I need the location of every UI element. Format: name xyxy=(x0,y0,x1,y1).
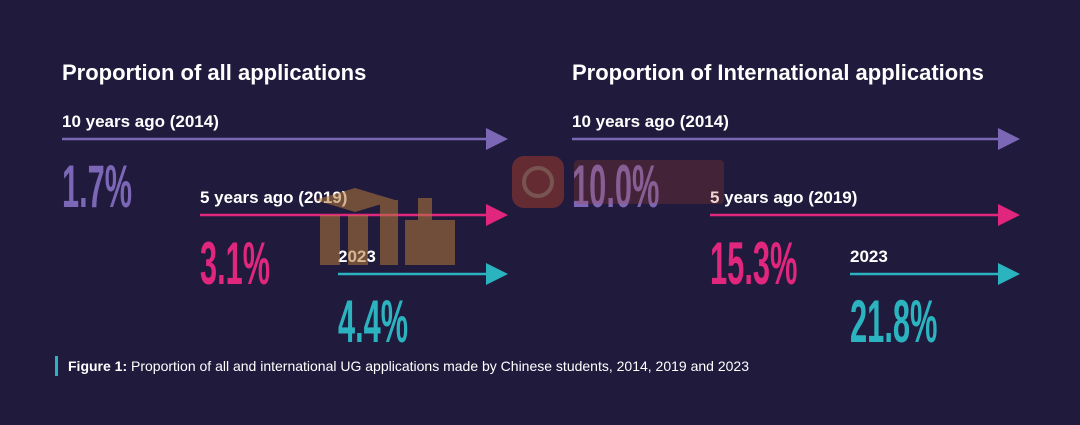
figure-caption: Figure 1: Proportion of all and internat… xyxy=(55,356,749,376)
category-label: 5 years ago (2019) xyxy=(710,188,857,207)
data-label: 15.3% xyxy=(710,230,798,297)
category-label: 2023 xyxy=(850,247,888,266)
figure-caption-label: Figure 1: xyxy=(68,358,128,374)
panel-title-international: Proportion of International applications xyxy=(572,60,984,85)
chart-panel-1: 10 years ago (2014) 10.0% 5 years ago (201… xyxy=(572,112,1020,355)
data-label: 21.8% xyxy=(850,288,938,355)
data-label: 10.0% xyxy=(572,153,660,220)
figure-caption-text: Proportion of all and international UG a… xyxy=(127,358,749,374)
data-label: 1.7% xyxy=(62,153,132,220)
arrow-head xyxy=(998,263,1020,285)
arrow-head xyxy=(998,204,1020,226)
category-label: 2023 xyxy=(338,247,376,266)
panel-title-all: Proportion of all applications xyxy=(62,60,367,85)
category-label: 10 years ago (2014) xyxy=(62,112,219,131)
category-label: 10 years ago (2014) xyxy=(572,112,729,131)
chart-panel-0: 10 years ago (2014) 1.7% 5 years ago (2019… xyxy=(62,112,508,355)
arrow-head xyxy=(486,263,508,285)
arrow-head xyxy=(998,128,1020,150)
data-label: 3.1% xyxy=(200,230,270,297)
category-label: 5 years ago (2019) xyxy=(200,188,347,207)
data-label: 4.4% xyxy=(338,288,408,355)
arrow-head xyxy=(486,128,508,150)
arrow-head xyxy=(486,204,508,226)
